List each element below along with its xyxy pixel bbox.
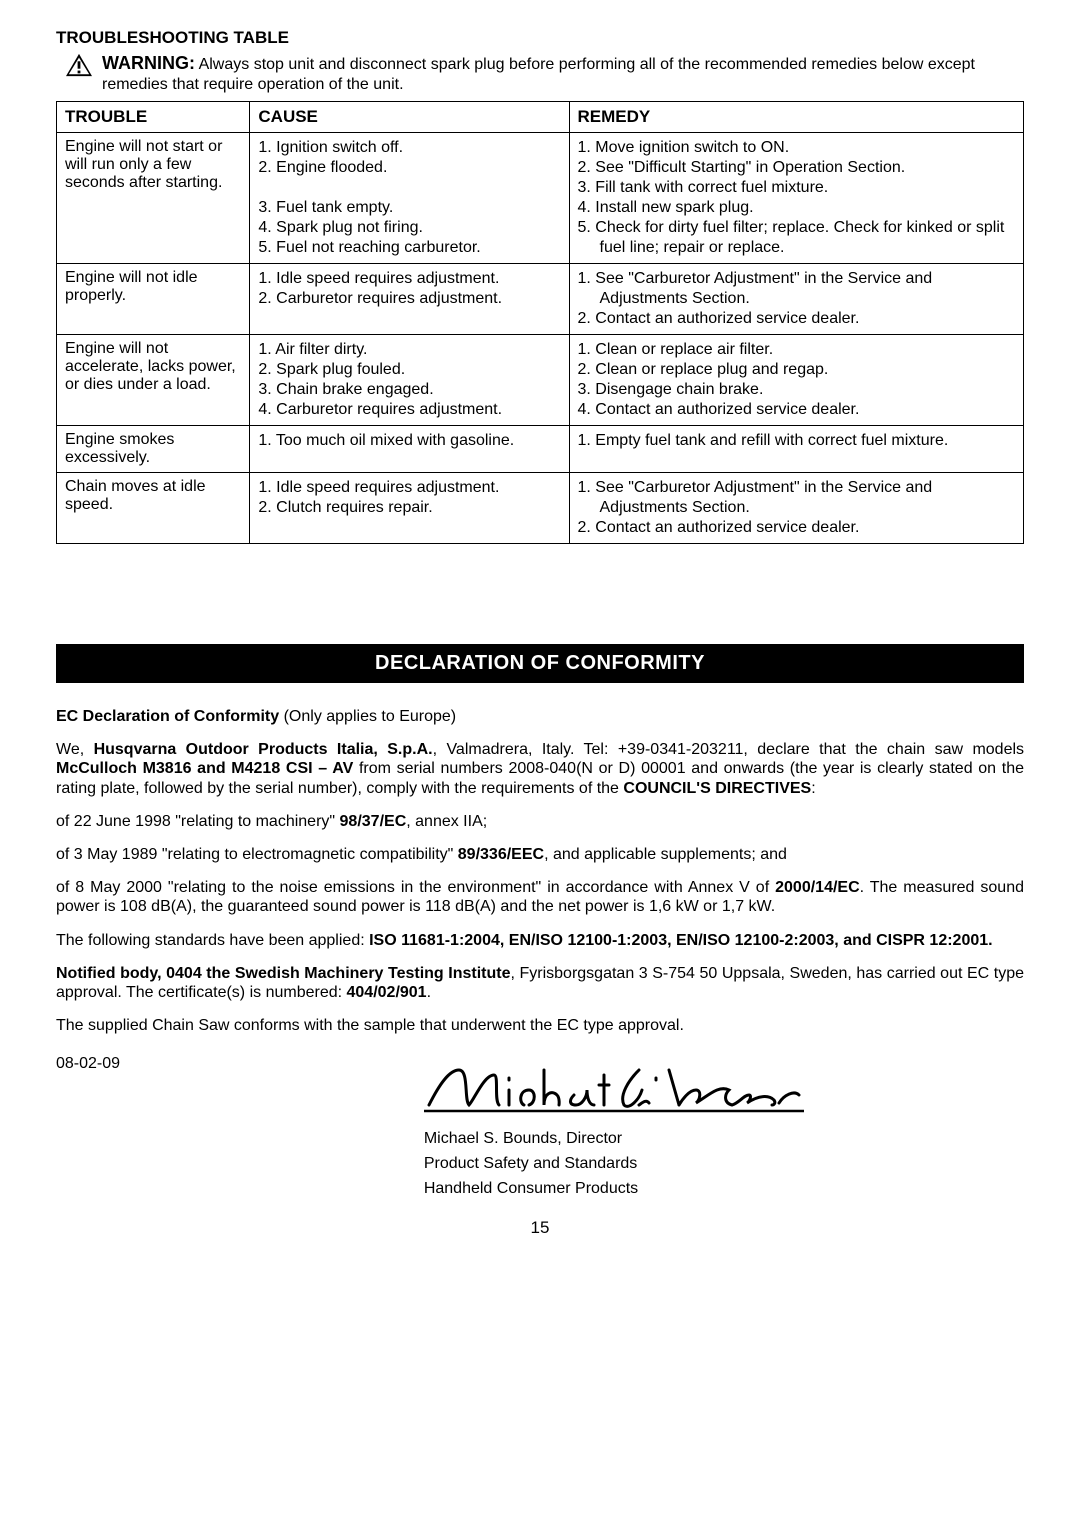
- signature-right: Michael S. Bounds, Director Product Safe…: [424, 1055, 1024, 1199]
- signer-name: Michael S. Bounds, Director: [424, 1129, 1024, 1150]
- decl-p1: We, Husqvarna Outdoor Products Italia, S…: [56, 740, 1024, 798]
- p1-mid1: , Valmadrera, Italy. Tel: +39-0341-20321…: [433, 741, 1024, 758]
- p1-directives: COUNCIL'S DIRECTIVES: [623, 780, 811, 797]
- signature-block: 08-02-09 Michael S. Bounds, Director Pro…: [56, 1055, 1024, 1199]
- th-trouble: TROUBLE: [57, 102, 250, 133]
- th-cause: CAUSE: [250, 102, 569, 133]
- p5-pre: The following standards have been applie…: [56, 932, 369, 949]
- remedy-item: 4. Contact an authorized service dealer.: [578, 400, 1016, 420]
- cause-item: 4. Spark plug not firing.: [258, 218, 560, 238]
- remedy-cell: 1. Move ignition switch to ON.2. See "Di…: [569, 133, 1024, 264]
- remedy-item: 4. Install new spark plug.: [578, 198, 1016, 218]
- troubleshooting-table: TROUBLE CAUSE REMEDY Engine will not sta…: [56, 101, 1024, 544]
- table-row: Engine will not start or will run only a…: [57, 133, 1024, 264]
- remedy-item: 3. Fill tank with correct fuel mixture.: [578, 178, 1016, 198]
- trouble-cell: Engine will not accelerate, lacks power,…: [57, 335, 250, 426]
- signature-date: 08-02-09: [56, 1055, 424, 1199]
- p3-end: , and applicable supplements; and: [544, 846, 787, 863]
- cause-item: 4. Carburetor requires adjustment.: [258, 400, 560, 420]
- cause-item: 3. Chain brake engaged.: [258, 380, 560, 400]
- trouble-cell: Engine will not idle properly.: [57, 264, 250, 335]
- signer-title2: Handheld Consumer Products: [424, 1179, 1024, 1200]
- ec-title-line: EC Declaration of Conformity (Only appli…: [56, 707, 1024, 726]
- warning-icon: [64, 52, 94, 78]
- ec-title-suffix: (Only applies to Europe): [279, 708, 456, 725]
- cause-item: 2. Carburetor requires adjustment.: [258, 289, 560, 309]
- table-row: Engine will not idle properly.1. Idle sp…: [57, 264, 1024, 335]
- p2-bold: 98/37/EC: [340, 813, 407, 830]
- remedy-item: 1. Move ignition switch to ON.: [578, 138, 1016, 158]
- decl-p7: The supplied Chain Saw conforms with the…: [56, 1016, 1024, 1035]
- cause-item: 1. Ignition switch off.: [258, 138, 560, 158]
- remedy-item: 1. See "Carburetor Adjustment" in the Se…: [578, 478, 1016, 518]
- remedy-item: 1. Clean or replace air filter.: [578, 340, 1016, 360]
- p3-pre: of 3 May 1989 "relating to electromagnet…: [56, 846, 458, 863]
- ec-title-bold: EC Declaration of Conformity: [56, 708, 279, 725]
- remedy-cell: 1. See "Carburetor Adjustment" in the Se…: [569, 264, 1024, 335]
- remedy-item: 3. Disengage chain brake.: [578, 380, 1016, 400]
- declaration-body: EC Declaration of Conformity (Only appli…: [56, 707, 1024, 1035]
- cause-cell: 1. Idle speed requires adjustment.2. Car…: [250, 264, 569, 335]
- warning-body: Always stop unit and disconnect spark pl…: [102, 56, 975, 93]
- p6-bold: Notified body, 0404 the Swedish Machiner…: [56, 965, 511, 982]
- remedy-cell: 1. Empty fuel tank and refill with corre…: [569, 426, 1024, 473]
- remedy-item: 2. Contact an authorized service dealer.: [578, 518, 1016, 538]
- cause-cell: 1. Air filter dirty.2. Spark plug fouled…: [250, 335, 569, 426]
- th-remedy: REMEDY: [569, 102, 1024, 133]
- decl-p3: of 3 May 1989 "relating to electromagnet…: [56, 845, 1024, 864]
- cause-item: 5. Fuel not reaching carburetor.: [258, 238, 560, 258]
- p2-end: , annex IIA;: [406, 813, 487, 830]
- cause-cell: 1. Too much oil mixed with gasoline.: [250, 426, 569, 473]
- cause-item: 2. Spark plug fouled.: [258, 360, 560, 380]
- signer-title1: Product Safety and Standards: [424, 1154, 1024, 1175]
- remedy-item: 2. See "Difficult Starting" in Operation…: [578, 158, 1016, 178]
- table-row: Engine will not accelerate, lacks power,…: [57, 335, 1024, 426]
- p6-end: .: [427, 984, 431, 1001]
- warning-label: WARNING:: [102, 53, 195, 73]
- decl-p6: Notified body, 0404 the Swedish Machiner…: [56, 964, 1024, 1002]
- decl-p2: of 22 June 1998 "relating to machinery" …: [56, 812, 1024, 831]
- declaration-banner: DECLARATION OF CONFORMITY: [56, 644, 1024, 683]
- cause-item: 2. Engine flooded.: [258, 158, 560, 178]
- signature-image: [424, 1055, 804, 1120]
- remedy-item: 5. Check for dirty fuel filter; replace.…: [578, 218, 1016, 258]
- remedy-item: 2. Clean or replace plug and regap.: [578, 360, 1016, 380]
- remedy-item: 2. Contact an authorized service dealer.: [578, 309, 1016, 329]
- decl-p4: of 8 May 2000 "relating to the noise emi…: [56, 878, 1024, 916]
- p1-pre: We,: [56, 741, 94, 758]
- cause-item: 3. Fuel tank empty.: [258, 198, 560, 218]
- cause-item: 2. Clutch requires repair.: [258, 498, 560, 518]
- p5-bold: ISO 11681-1:2004, EN/ISO 12100-1:2003, E…: [369, 932, 992, 949]
- table-row: Chain moves at idle speed.1. Idle speed …: [57, 473, 1024, 544]
- cause-cell: 1. Idle speed requires adjustment.2. Clu…: [250, 473, 569, 544]
- cause-item: 1. Air filter dirty.: [258, 340, 560, 360]
- p1-end: :: [811, 780, 815, 797]
- decl-p5: The following standards have been applie…: [56, 931, 1024, 950]
- troubleshooting-heading: TROUBLESHOOTING TABLE: [56, 28, 1024, 48]
- remedy-item: 1. Empty fuel tank and refill with corre…: [578, 431, 1016, 451]
- remedy-cell: 1. See "Carburetor Adjustment" in the Se…: [569, 473, 1024, 544]
- p1-company: Husqvarna Outdoor Products Italia, S.p.A…: [94, 741, 433, 758]
- cause-item: 1. Idle speed requires adjustment.: [258, 269, 560, 289]
- p3-bold: 89/336/EEC: [458, 846, 544, 863]
- p6-cert: 404/02/901: [347, 984, 427, 1001]
- trouble-cell: Engine will not start or will run only a…: [57, 133, 250, 264]
- remedy-item: 1. See "Carburetor Adjustment" in the Se…: [578, 269, 1016, 309]
- trouble-cell: Engine smokes excessively.: [57, 426, 250, 473]
- cause-item: 1. Too much oil mixed with gasoline.: [258, 431, 560, 451]
- p2-pre: of 22 June 1998 "relating to machinery": [56, 813, 340, 830]
- cause-cell: 1. Ignition switch off.2. Engine flooded…: [250, 133, 569, 264]
- page-number: 15: [56, 1218, 1024, 1238]
- trouble-cell: Chain moves at idle speed.: [57, 473, 250, 544]
- warning-block: WARNING: Always stop unit and disconnect…: [56, 52, 1024, 95]
- warning-text: WARNING: Always stop unit and disconnect…: [102, 52, 1024, 95]
- p1-models: McCulloch M3816 and M4218 CSI – AV: [56, 760, 353, 777]
- p4-bold: 2000/14/EC: [775, 879, 860, 896]
- p4-pre: of 8 May 2000 "relating to the noise emi…: [56, 879, 775, 896]
- cause-item: 1. Idle speed requires adjustment.: [258, 478, 560, 498]
- table-row: Engine smokes excessively. 1. Too much oi…: [57, 426, 1024, 473]
- remedy-cell: 1. Clean or replace air filter.2. Clean …: [569, 335, 1024, 426]
- cause-item: [258, 178, 560, 198]
